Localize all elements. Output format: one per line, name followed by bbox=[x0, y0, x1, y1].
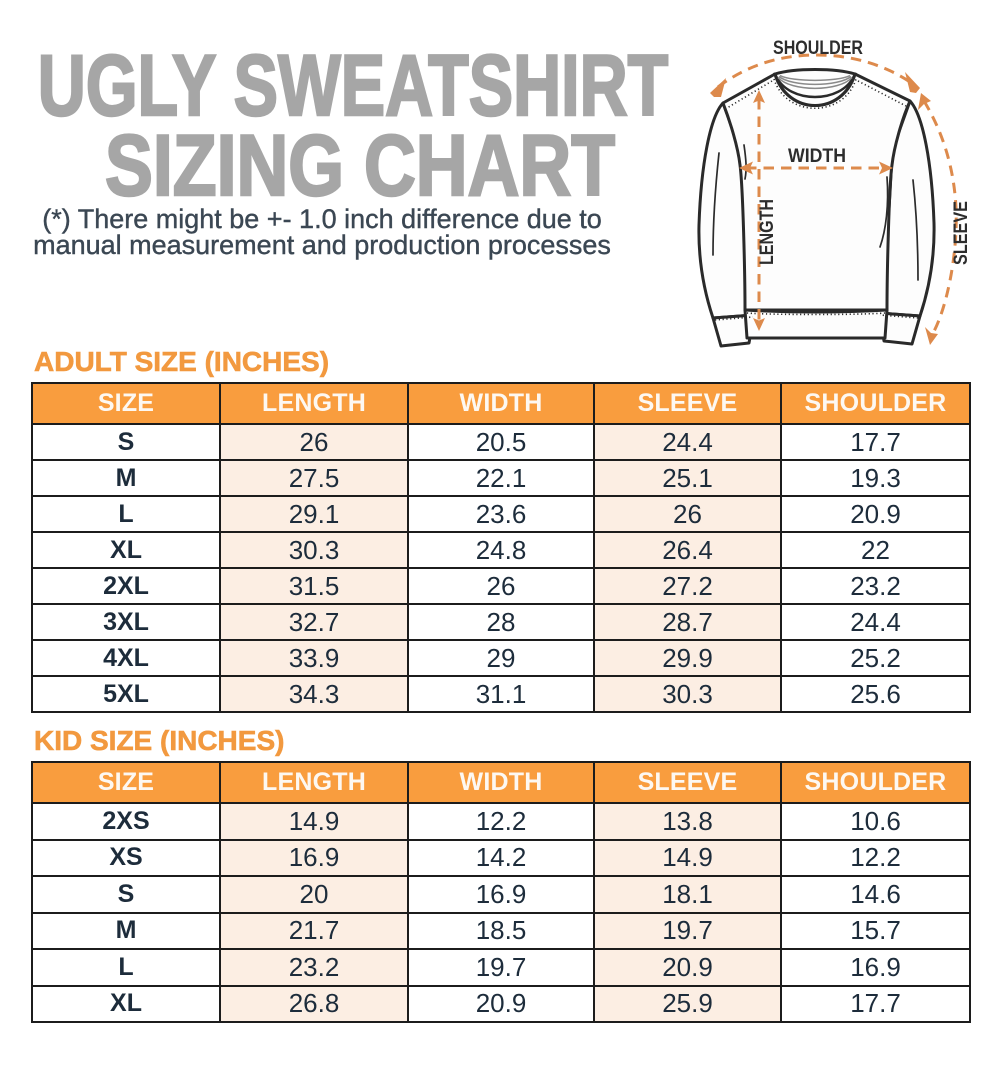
svg-text:LENGTH: LENGTH bbox=[757, 199, 778, 265]
svg-text:SHOULDER: SHOULDER bbox=[773, 38, 863, 59]
svg-text:SLEEVE: SLEEVE bbox=[951, 201, 972, 265]
svg-text:WIDTH: WIDTH bbox=[788, 146, 846, 167]
